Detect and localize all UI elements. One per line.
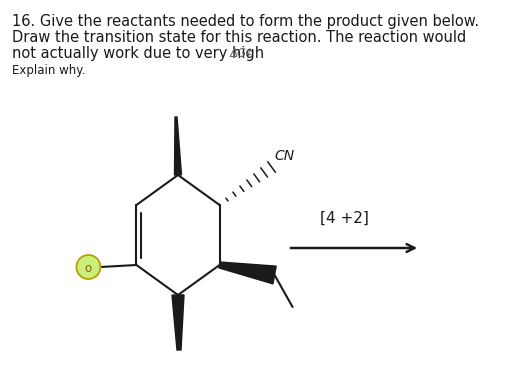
- Text: [4 +2]: [4 +2]: [320, 211, 368, 226]
- Text: Draw the transition state for this reaction. The reaction would: Draw the transition state for this react…: [12, 30, 466, 45]
- Circle shape: [76, 255, 100, 279]
- Text: 16. Give the reactants needed to form the product given below.: 16. Give the reactants needed to form th…: [12, 14, 479, 29]
- Polygon shape: [174, 117, 181, 175]
- Text: not actually work due to very high: not actually work due to very high: [12, 46, 269, 61]
- Polygon shape: [219, 262, 276, 284]
- Text: ΔG‡: ΔG‡: [230, 46, 253, 59]
- Text: o: o: [85, 261, 92, 274]
- Text: Explain why.: Explain why.: [12, 64, 85, 77]
- Polygon shape: [172, 295, 184, 350]
- Text: CN: CN: [275, 149, 295, 163]
